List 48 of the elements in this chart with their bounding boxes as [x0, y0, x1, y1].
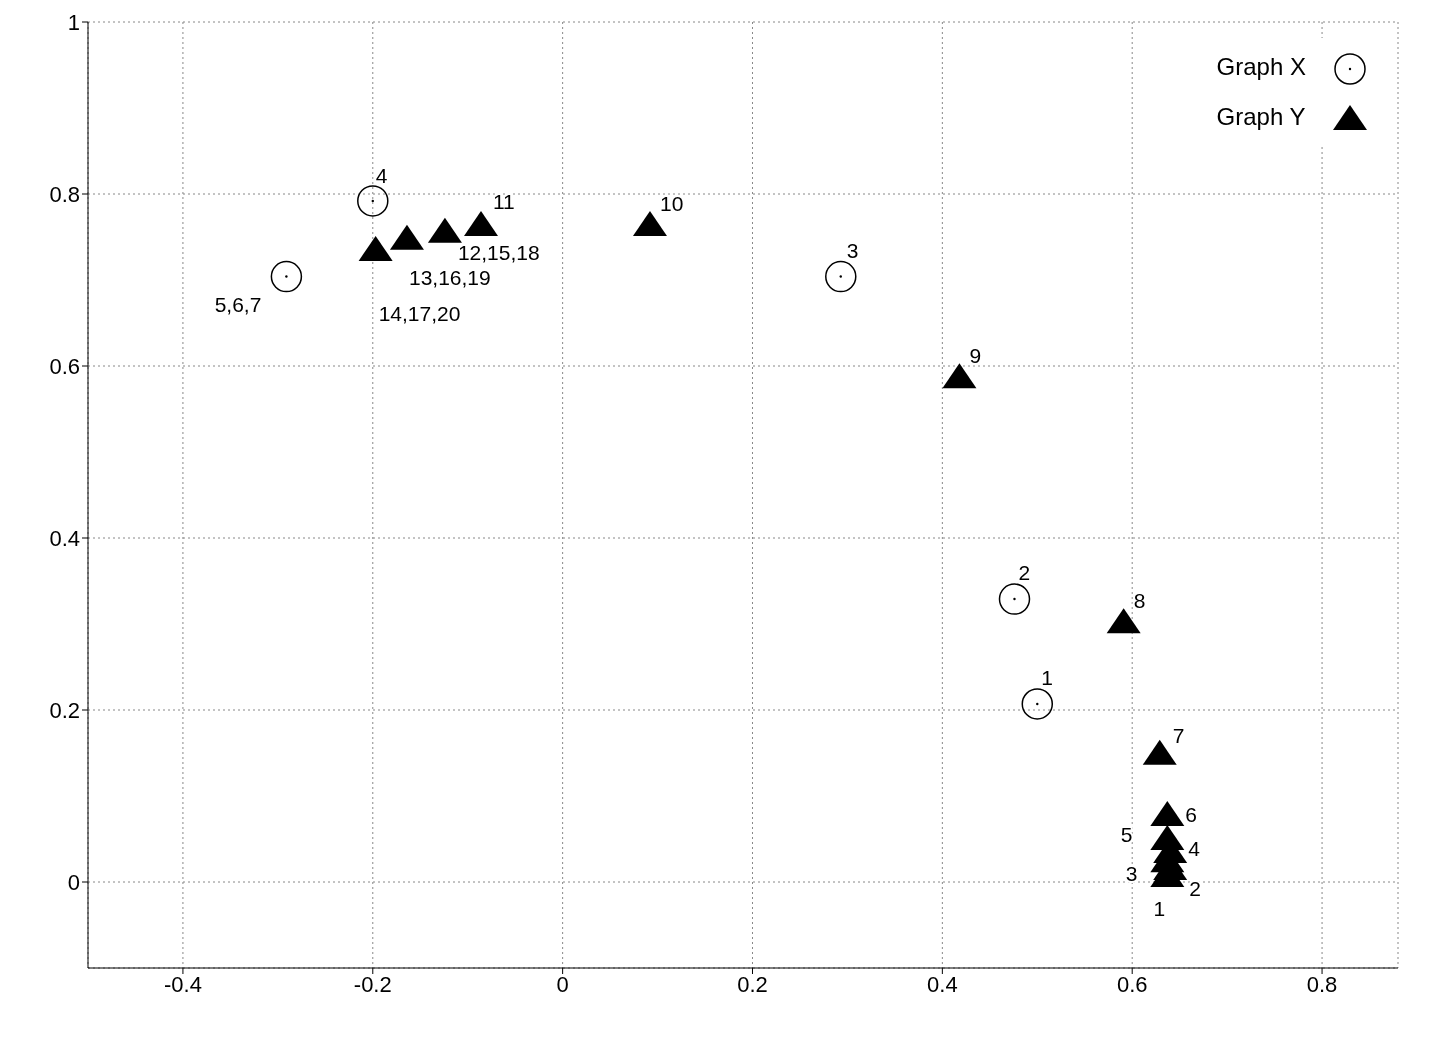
point: [825, 260, 857, 293]
point: [270, 260, 303, 293]
annotation: 3: [846, 238, 859, 262]
y-tick-label: 0.2: [49, 697, 80, 723]
x-tick-label: 0.8: [1306, 971, 1338, 997]
legend-label: Graph Y: [1216, 103, 1306, 131]
x-tick-label: 0.4: [927, 971, 958, 997]
annotation: 13,16,19: [408, 265, 491, 289]
annotation: 14,17,20: [378, 301, 461, 325]
annotation: 5: [1120, 823, 1133, 846]
point: [1021, 688, 1054, 720]
annotation: 1: [1153, 896, 1166, 920]
y-tick-label: 1: [67, 9, 80, 35]
annotation: 9: [969, 344, 982, 368]
legend-label: Graph X: [1216, 53, 1306, 81]
annotation: 2: [1018, 561, 1031, 585]
annotation: 12,15,18: [457, 240, 540, 264]
point: [1106, 608, 1141, 634]
point: [1150, 825, 1185, 850]
point: [464, 210, 498, 236]
point: [427, 217, 462, 243]
annotation: 2: [1189, 877, 1201, 901]
point: [632, 210, 667, 236]
y-tick-label: 0: [67, 869, 80, 895]
point: [389, 224, 424, 250]
annotation: 4: [375, 163, 388, 187]
annotation: 3: [1125, 862, 1138, 886]
annotation: 6: [1185, 802, 1198, 826]
x-tick-label: -0.2: [353, 971, 392, 997]
point: [942, 363, 977, 389]
annotation: 5,6,7: [214, 292, 262, 316]
annotation: 1: [1041, 665, 1053, 689]
annotation: 11: [493, 189, 515, 213]
annotation: 10: [659, 191, 684, 215]
point: [357, 185, 389, 217]
x-tick-label: 0: [556, 971, 569, 997]
annotation: 4: [1188, 836, 1201, 860]
point: [998, 583, 1031, 615]
annotation: 7: [1172, 723, 1185, 747]
y-tick-label: 0.8: [49, 181, 80, 207]
x-tick-label: 0.2: [737, 971, 768, 997]
point: [1150, 800, 1185, 826]
y-tick-label: 0.4: [49, 525, 80, 551]
point: [358, 235, 393, 261]
annotation: 8: [1133, 589, 1146, 613]
x-tick-label: -0.4: [163, 971, 202, 997]
y-tick-label: 0.6: [49, 353, 80, 379]
x-tick-label: 0.6: [1116, 971, 1148, 997]
